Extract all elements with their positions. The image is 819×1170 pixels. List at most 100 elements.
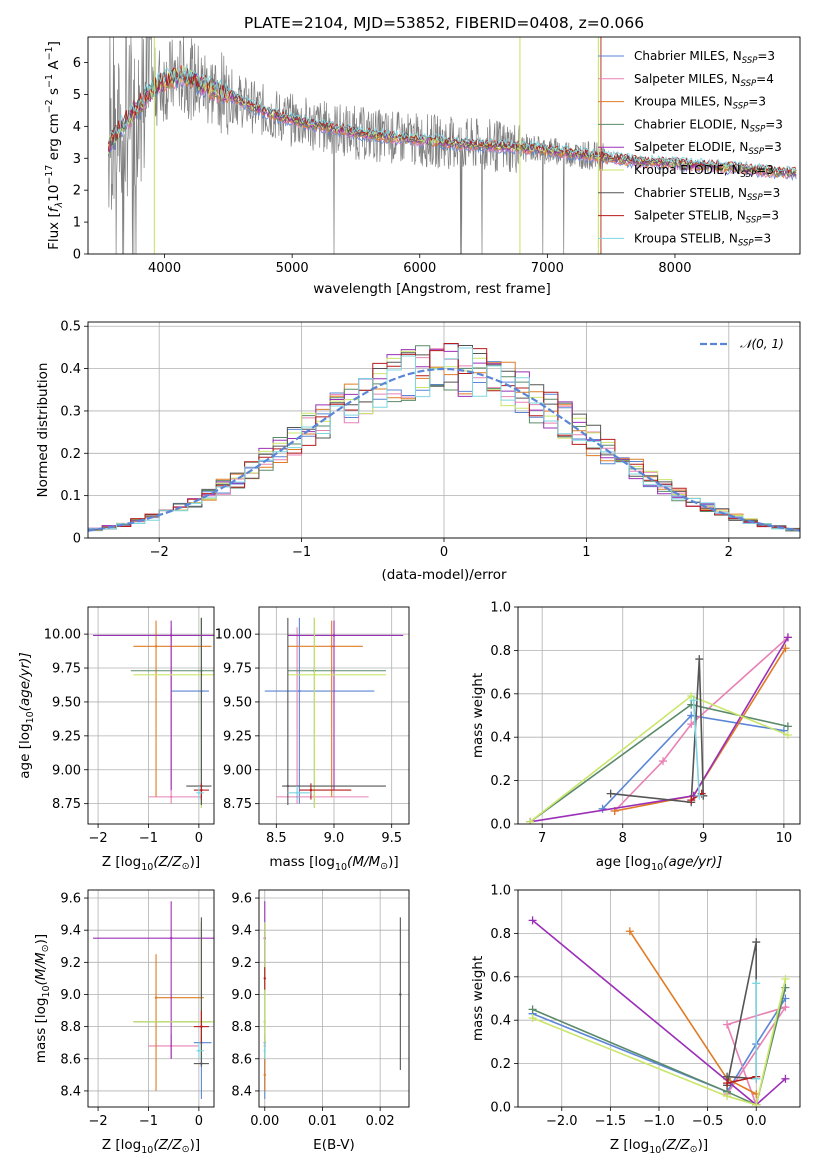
y-tick-label: 1.0 bbox=[490, 884, 511, 899]
weight-marker-kroupa_miles bbox=[625, 927, 634, 936]
y-tick-label: 0.2 bbox=[490, 1057, 511, 1072]
y-tick-label: 8.4 bbox=[231, 1084, 252, 1099]
x-tick-label: −2 bbox=[88, 831, 107, 846]
ylabel-part: f bbox=[46, 205, 62, 212]
y-tick-label: 8.75 bbox=[223, 797, 252, 812]
point-kroupa_elodie bbox=[313, 673, 316, 677]
y-tick-label: 1 bbox=[73, 216, 81, 231]
y-tick-label: 3 bbox=[73, 152, 81, 167]
legend-label-chabrier_miles: Chabrier MILES, NSSP=3 bbox=[634, 49, 775, 66]
age_vs_Z-xlabel: Z [log10(Z/Z⊙)] bbox=[102, 854, 200, 873]
weight-marker-salpeter_miles bbox=[659, 757, 668, 766]
point-chabrier_miles bbox=[298, 689, 301, 693]
weight-marker-kroupa_stelib bbox=[752, 979, 761, 988]
weight-line-kroupa_stelib bbox=[692, 700, 701, 796]
legend-text: Salpeter ELODIE, N bbox=[634, 140, 748, 154]
x-tick-label: 0.02 bbox=[366, 1114, 395, 1129]
ylabel-part: −17 bbox=[44, 165, 55, 185]
x-tick-label: 0 bbox=[195, 1114, 203, 1129]
age_vs_mass-frame bbox=[258, 606, 410, 825]
weight-line-chabrier_elodie bbox=[532, 987, 787, 1106]
y-tick-label: 1.0 bbox=[490, 601, 511, 616]
weight-marker-salpeter_elodie bbox=[781, 1074, 790, 1083]
y-tick-label: 2 bbox=[73, 184, 81, 199]
age_vs_Z-xlabel-end: )] bbox=[190, 854, 201, 870]
weight-marker-chabrier_stelib bbox=[752, 938, 761, 947]
legend-sub: SSP bbox=[741, 170, 757, 180]
axes-spectrum: 4000 5000 6000 7000 8000 0 1 2 3 4 5 6 bbox=[73, 56, 692, 276]
point-kroupa_miles bbox=[154, 645, 158, 648]
weight-marker-kroupa_elodie bbox=[752, 1100, 761, 1107]
legend-text: Chabrier MILES, N bbox=[634, 49, 742, 63]
x-tick-label: 10 bbox=[776, 831, 793, 846]
normal-distribution-curve bbox=[88, 367, 800, 532]
x-tick-label: 1 bbox=[582, 545, 590, 560]
y-tick-label: 8.4 bbox=[60, 1084, 81, 1099]
weight-marker-salpeter_stelib bbox=[723, 1079, 732, 1088]
y-tick-label: 0.5 bbox=[60, 320, 81, 335]
mass_weight_vs_Z-xlabel-main: Z [log bbox=[610, 1137, 649, 1153]
y-tick-label: 0.4 bbox=[60, 362, 81, 377]
ylabel-part: erg cm bbox=[46, 113, 62, 164]
x-tick-label: −1.0 bbox=[643, 1114, 675, 1129]
x-tick-label: 0.00 bbox=[250, 1114, 279, 1129]
y-tick-label: 9.75 bbox=[52, 662, 81, 677]
mass_vs_Z-xlabel-sun: ⊙ bbox=[182, 1144, 190, 1155]
x-tick-label: −0.5 bbox=[692, 1114, 724, 1129]
age_vs_Z-xlabel-sun: ⊙ bbox=[182, 861, 190, 872]
legend-text: Kroupa MILES, N bbox=[634, 95, 733, 109]
x-tick-label: 7000 bbox=[531, 261, 564, 276]
mass_weight_vs_age-xlabel-sub: 10 bbox=[651, 862, 663, 873]
age_vs_Z-frame bbox=[87, 606, 215, 825]
mass_vs_Z-ylabel-sun: ⊙ bbox=[40, 944, 51, 952]
y-tick-label: 9.4 bbox=[60, 924, 81, 939]
weight-marker-salpeter_miles bbox=[687, 720, 696, 729]
age_vs_mass-xlabel-sun: ⊙ bbox=[380, 861, 388, 872]
histogram-frame bbox=[87, 321, 801, 539]
ylabel-part: ] bbox=[46, 41, 62, 46]
y-tick-label: 9.50 bbox=[223, 695, 252, 710]
axes-age_vs_Z: −2 −1 0 8.75 9.00 9.25 9.50 9.75 10.00 bbox=[44, 607, 214, 846]
mass_weight_vs_age-xlabel: age [log10(age/yr)] bbox=[596, 854, 722, 873]
point-salpeter_elodie bbox=[332, 634, 336, 637]
weight-marker-chabrier_stelib bbox=[606, 789, 615, 798]
y-tick-label: 0.0 bbox=[490, 1101, 511, 1116]
legend-sub: SSP bbox=[738, 238, 754, 248]
x-tick-label: 8000 bbox=[658, 261, 691, 276]
axes-mass_vs_ebv: 0.00 0.01 0.02 8.4 8.6 8.8 9.0 9.2 9.4 9.6 bbox=[231, 890, 409, 1129]
ylabel-part: λ bbox=[54, 202, 65, 209]
y-tick-label: 0.8 bbox=[490, 927, 511, 942]
y-tick-label: 0.2 bbox=[490, 774, 511, 789]
y-tick-label: 9.2 bbox=[60, 956, 81, 971]
y-tick-label: 4 bbox=[73, 120, 81, 135]
weight-marker-kroupa_elodie bbox=[526, 817, 535, 824]
weight-marker-kroupa_elodie bbox=[781, 974, 790, 983]
y-tick-label: 9.6 bbox=[60, 892, 81, 907]
x-tick-label: 6000 bbox=[403, 261, 436, 276]
y-tick-label: 9.50 bbox=[52, 695, 81, 710]
y-tick-label: 0.3 bbox=[60, 404, 81, 419]
point-salpeter_stelib bbox=[309, 788, 313, 792]
legend-text: Kroupa STELIB, N bbox=[634, 231, 738, 245]
y-tick-label: 0.6 bbox=[490, 970, 511, 985]
x-tick-label: 0 bbox=[440, 545, 448, 560]
mass_weight_vs_Z-xlabel-end: )] bbox=[698, 1137, 709, 1153]
mass_weight_vs_age-xlabel-tail: (age/yr)] bbox=[663, 854, 722, 870]
weight-line-salpeter_stelib bbox=[726, 1075, 757, 1084]
point-chabrier_stelib bbox=[200, 1062, 203, 1065]
x-tick-label: 9.5 bbox=[381, 831, 402, 846]
x-tick-label: 8 bbox=[619, 831, 627, 846]
legend-label-salpeter_miles: Salpeter MILES, NSSP=4 bbox=[634, 72, 774, 89]
y-tick-label: 9.25 bbox=[52, 729, 81, 744]
legend-label-chabrier_stelib: Chabrier STELIB, NSSP=3 bbox=[634, 186, 780, 203]
x-tick-label: 5000 bbox=[276, 261, 309, 276]
weight-line-salpeter_miles bbox=[614, 636, 789, 812]
y-tick-label: 0.4 bbox=[490, 731, 511, 746]
legend-count: =3 bbox=[761, 209, 779, 223]
legend-count: =4 bbox=[756, 72, 774, 86]
legend-label-gaussian: 𝒩(0, 1) bbox=[740, 337, 784, 351]
mass_weight_vs_Z-xlabel-sub: 10 bbox=[649, 1145, 661, 1156]
legend-text: Salpeter MILES, N bbox=[634, 72, 741, 86]
y-tick-label: 9.0 bbox=[60, 988, 81, 1003]
